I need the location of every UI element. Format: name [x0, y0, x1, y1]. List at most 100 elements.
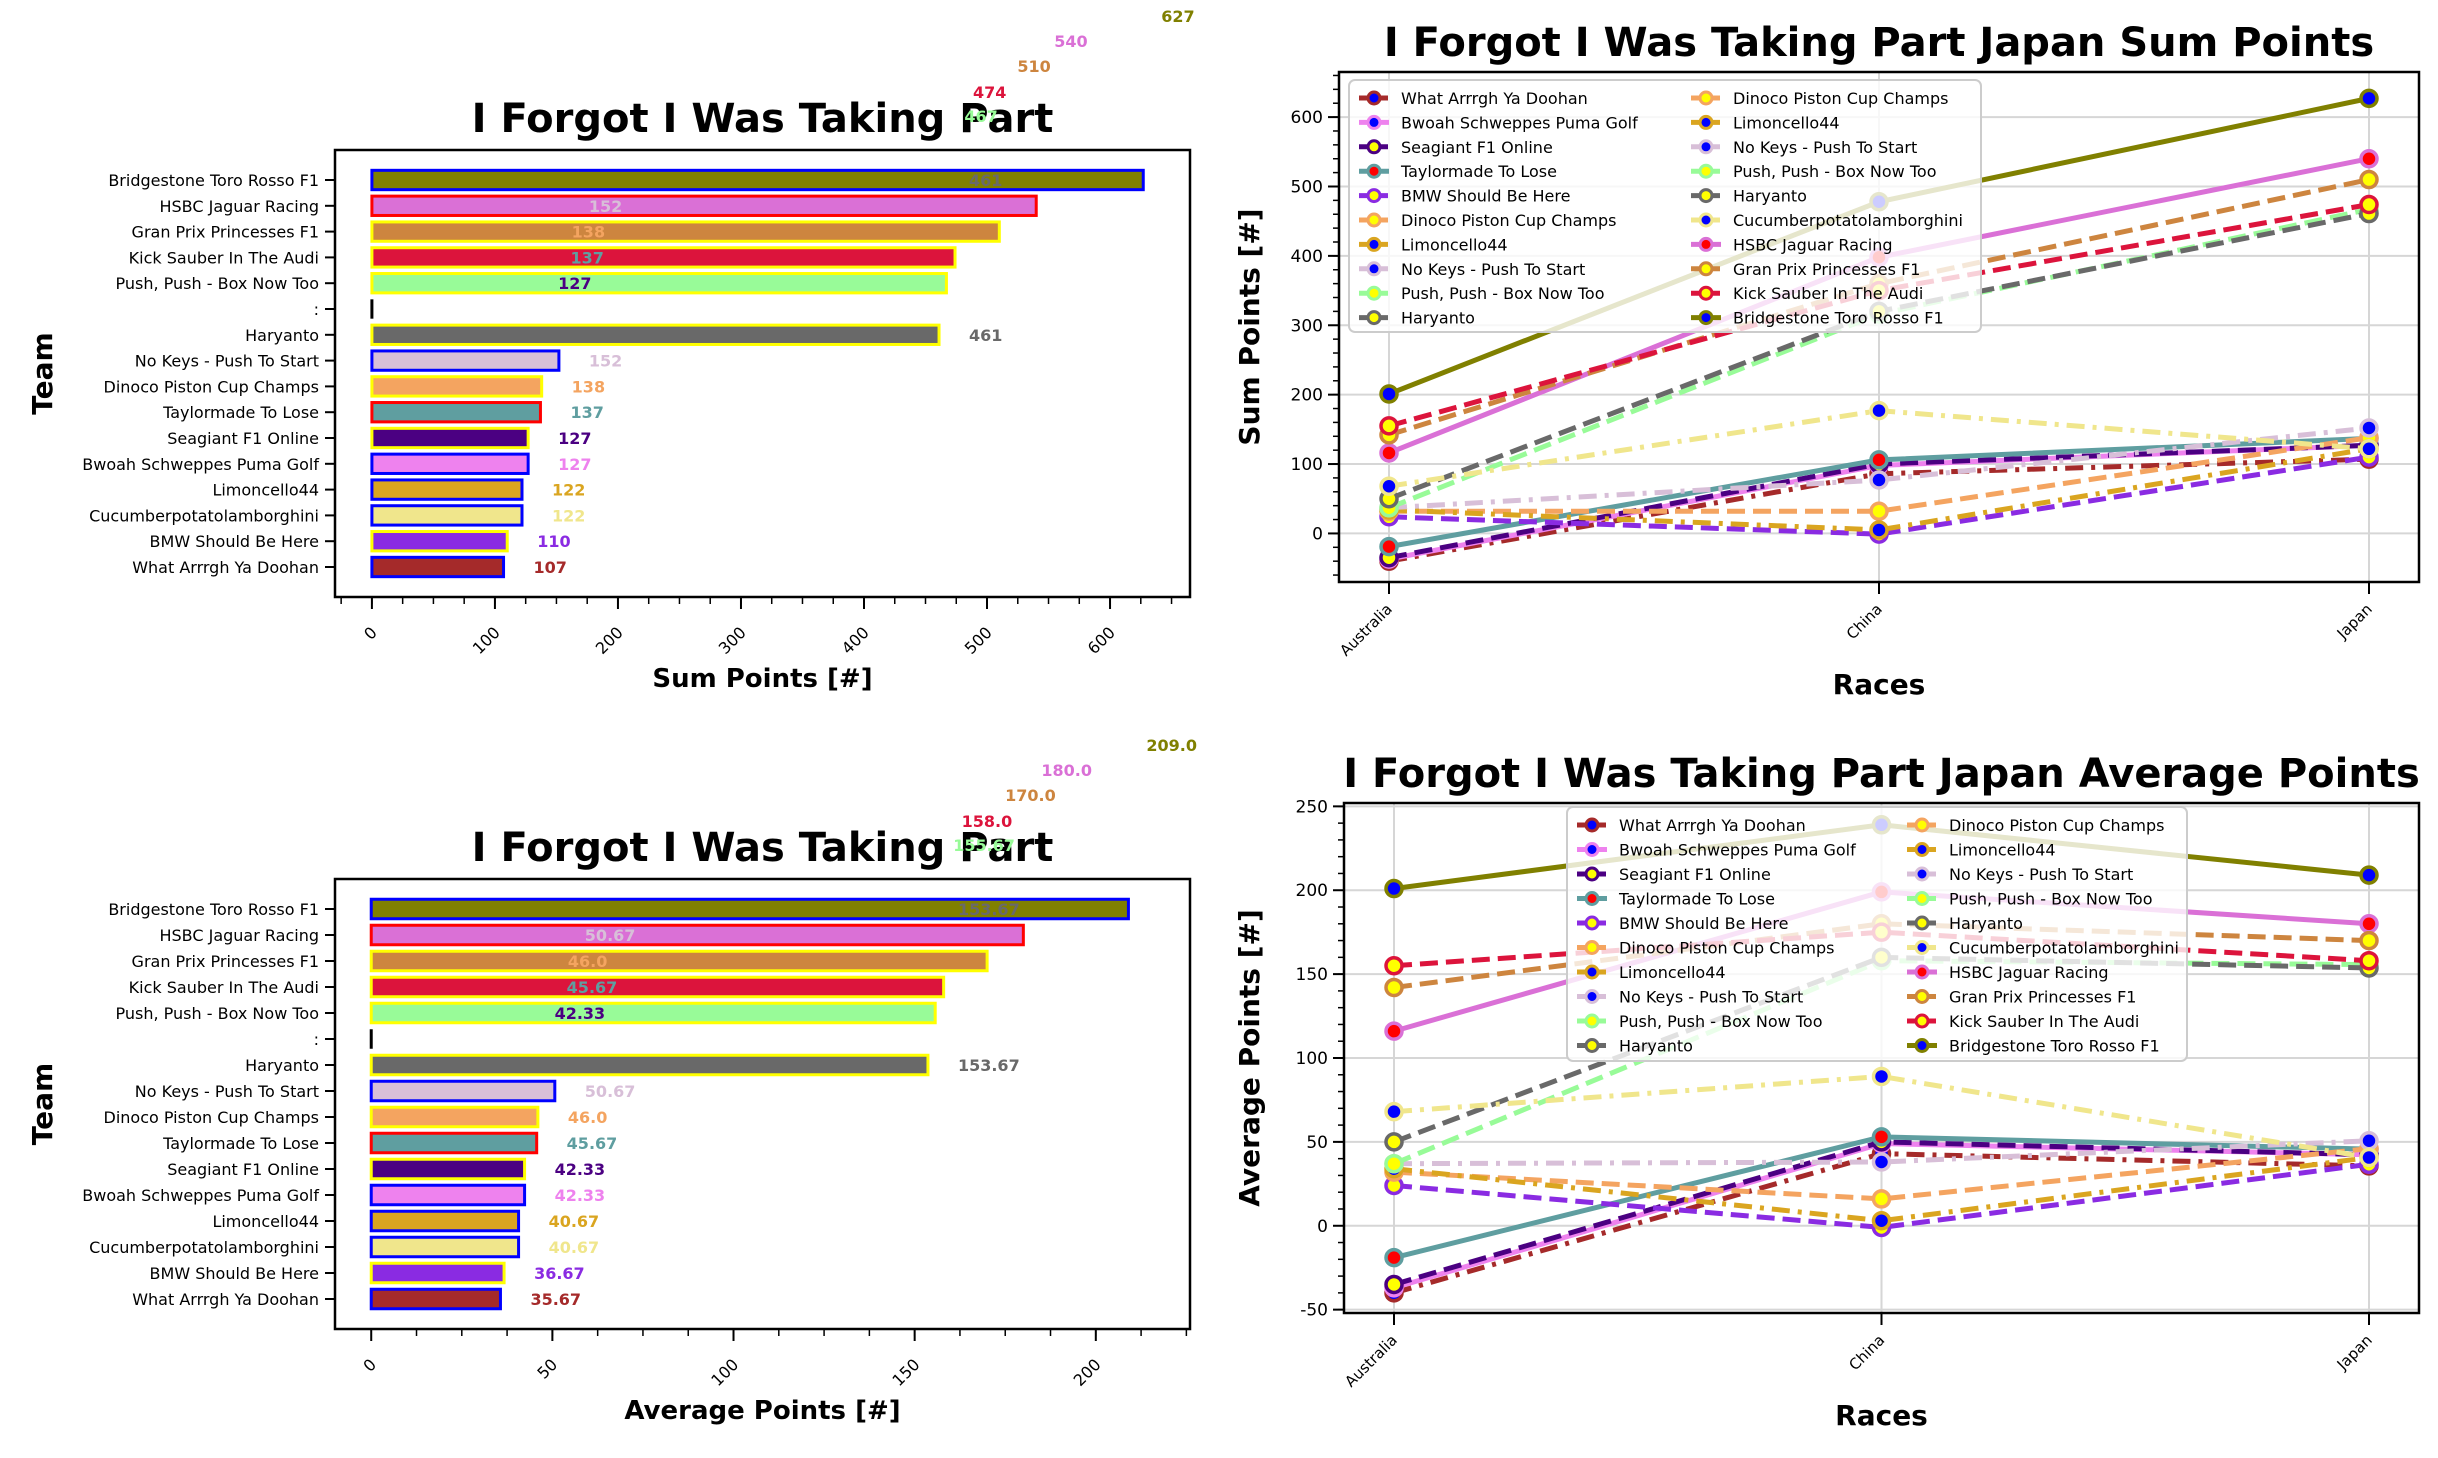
y-axis-label: Team: [26, 1063, 59, 1145]
bar: [369, 1105, 540, 1129]
series-line-12: [1393, 921, 2370, 991]
chart-title: I Forgot I Was Taking Part Japan Sum Poi…: [1384, 20, 2374, 66]
y-tick-label: Kick Sauber In The Audi: [129, 248, 319, 267]
legend-marker-swatch: [1366, 114, 1382, 130]
y-tick-label: 150: [1296, 965, 1328, 985]
overflow-value-label: 627: [1161, 7, 1194, 26]
bar: [369, 897, 1130, 921]
legend-marker-swatch: [1366, 139, 1382, 155]
y-tick-label: Gran Prix Princesses F1: [132, 223, 319, 242]
legend-marker-swatch: [1584, 866, 1600, 882]
legend-label: Seagiant F1 Online: [1619, 865, 1771, 884]
sum-points-bar-chart: I Forgot I Was Taking Part Bridgestone To…: [26, 7, 1195, 694]
x-tick-label: 100: [707, 1355, 742, 1390]
legend-marker-swatch: [1584, 964, 1600, 980]
legend-label: Cucumberpotatolamborghini: [1949, 939, 2179, 958]
legend-item: Gran Prix Princesses F1: [1691, 260, 1920, 279]
series-line-10: [1393, 1073, 2370, 1160]
bar: [370, 194, 1038, 217]
legend-label: BMW Should Be Here: [1619, 914, 1788, 933]
legend-item: Dinoco Piston Cup Champs: [1577, 939, 1834, 958]
bar-value-label: 42.33: [555, 1186, 606, 1205]
bar-value-label: 461: [969, 326, 1002, 345]
overflow-value-label: 540: [1054, 32, 1087, 51]
series-line-7: [1393, 1138, 2370, 1167]
overflow-value-label: 510: [1017, 57, 1050, 76]
y-tick-label: 50: [1306, 1133, 1328, 1153]
legend-item: HSBC Jaguar Racing: [1907, 963, 2109, 982]
legend-item: Dinoco Piston Cup Champs: [1359, 211, 1616, 230]
bar: [369, 1183, 527, 1207]
x-axis-label: Races: [1835, 1399, 1928, 1432]
data-point: [2359, 418, 2379, 438]
bar: [369, 1079, 557, 1103]
data-point: [1871, 1127, 1892, 1147]
legend-label: Gran Prix Princesses F1: [1949, 988, 2136, 1007]
legend-item: Cucumberpotatolamborghini: [1907, 939, 2179, 958]
y-tick-label: Seagiant F1 Online: [167, 1160, 319, 1179]
y-tick-label: HSBC Jaguar Racing: [159, 197, 319, 216]
legend-item: BMW Should Be Here: [1577, 914, 1788, 933]
bar-value-label: 45.67: [567, 1134, 618, 1153]
bar-value-label: 127: [558, 274, 591, 293]
data-point: [2359, 1147, 2379, 1168]
y-tick-label: Taylormade To Lose: [162, 403, 319, 422]
data-point: [1869, 501, 1889, 521]
legend-label: No Keys - Push To Start: [1619, 988, 1803, 1007]
legend-label: Taylormade To Lose: [1618, 890, 1775, 909]
data-point: [1384, 1274, 1404, 1295]
data-point: [1384, 955, 1404, 976]
legend-marker-swatch: [1914, 915, 1930, 931]
sum-points-line-chart: I Forgot I Was Taking Part Japan Sum Poi…: [1233, 20, 2421, 701]
data-point: [1384, 878, 1404, 899]
y-tick-label: 0: [1312, 524, 1323, 544]
y-tick-label: 600: [1291, 108, 1323, 128]
legend-label: HSBC Jaguar Racing: [1949, 963, 2109, 982]
legend-item: Push, Push - Box Now Too: [1691, 162, 1936, 181]
legend-label: Push, Push - Box Now Too: [1401, 284, 1604, 303]
y-tick-label: 0: [1317, 1217, 1328, 1237]
bar-value-label: 40.67: [549, 1212, 600, 1231]
x-tick-label: 100: [469, 623, 504, 658]
legend-label: Limoncello44: [1949, 841, 2056, 860]
x-axis-label: Sum Points [#]: [652, 664, 872, 694]
data-point: [2359, 439, 2379, 459]
x-tick-label: 200: [1070, 1355, 1105, 1390]
y-tick-label: 200: [1296, 881, 1328, 901]
data-point: [1869, 400, 1889, 421]
legend-marker-swatch: [1366, 261, 1382, 277]
legend-marker-swatch: [1366, 163, 1382, 179]
legend-item: Kick Sauber In The Audi: [1691, 284, 1923, 303]
bar-value-label: 46.0: [568, 1108, 607, 1127]
y-tick-label: Bwoah Schweppes Puma Golf: [82, 1186, 319, 1205]
legend-marker-swatch: [1366, 212, 1382, 228]
legend-item: Haryanto: [1907, 914, 2023, 933]
chart-title: I Forgot I Was Taking Part: [472, 96, 1054, 142]
legend-item: Cucumberpotatolamborghini: [1691, 211, 1963, 230]
plot-frame: [333, 148, 1192, 599]
legend-item: Dinoco Piston Cup Champs: [1691, 89, 1948, 108]
legend-label: Seagiant F1 Online: [1401, 138, 1553, 157]
data-point: [2359, 865, 2379, 885]
x-tick-label: 400: [838, 623, 873, 658]
data-point: [2359, 1131, 2379, 1151]
legend-label: Kick Sauber In The Audi: [1949, 1012, 2139, 1031]
data-point: [1379, 443, 1399, 463]
legend-marker-swatch: [1914, 1013, 1930, 1029]
bar-value-label: 138: [572, 377, 605, 396]
bar: [369, 975, 946, 999]
legend-label: Limoncello44: [1619, 963, 1726, 982]
y-tick-label: Seagiant F1 Online: [167, 429, 319, 448]
legend-marker-swatch: [1584, 915, 1600, 931]
bar-value-label: 40.67: [549, 1238, 600, 1257]
legend-marker-swatch: [1584, 1038, 1600, 1053]
bar: [370, 401, 542, 424]
y-tick-label: Bridgestone Toro Rosso F1: [108, 900, 319, 919]
legend-marker-swatch: [1584, 989, 1600, 1004]
y-axis-label: Sum Points [#]: [1233, 208, 1266, 445]
bar: [370, 349, 561, 372]
bar: [370, 375, 544, 398]
data-point: [1379, 536, 1399, 557]
legend-marker-swatch: [1366, 236, 1382, 252]
legend-label: Dinoco Piston Cup Champs: [1401, 211, 1616, 230]
